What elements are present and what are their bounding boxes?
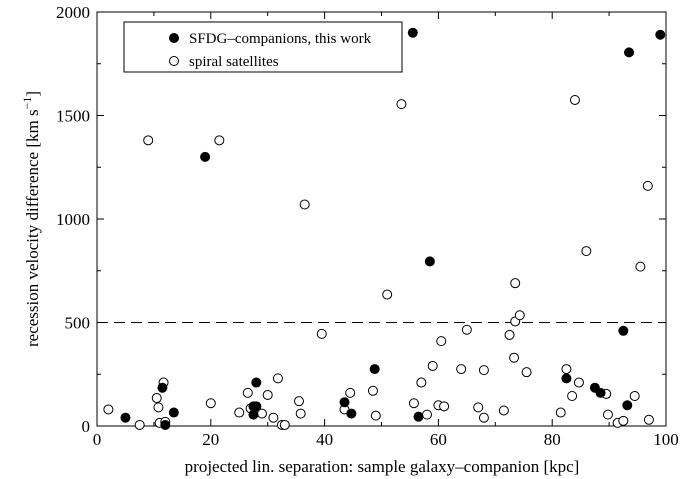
spiral-satellite-point <box>427 360 438 371</box>
sfdg-companion-point <box>248 409 259 420</box>
spiral-satellite-point <box>268 412 279 423</box>
spiral-satellite-point <box>618 415 629 426</box>
spiral-satellite-point <box>279 419 290 430</box>
spiral-satellite-point <box>367 385 378 396</box>
legend-marker-open <box>169 56 179 66</box>
y-axis-label-close: ] <box>23 91 42 97</box>
spiral-satellite-point <box>555 407 566 418</box>
x-tick-label: 60 <box>430 430 447 449</box>
sfdg-companion-point <box>624 47 635 58</box>
sfdg-companion-point <box>655 29 666 40</box>
spiral-satellite-point <box>509 352 520 363</box>
x-tick-label: 100 <box>653 430 679 449</box>
spiral-satellite-point <box>295 408 306 419</box>
sfdg-companion-point <box>346 408 357 419</box>
sfdg-companion-point <box>618 325 629 336</box>
sfdg-companion-point <box>160 419 171 430</box>
spiral-satellite-point <box>510 278 521 289</box>
sfdg-companion-point <box>595 387 606 398</box>
spiral-satellite-point <box>573 377 584 388</box>
y-tick-label: 0 <box>82 417 91 436</box>
spiral-satellite-point <box>561 364 572 375</box>
sfdg-companion-point <box>251 401 262 412</box>
sfdg-companion-point <box>561 373 572 384</box>
sfdg-companion-point <box>407 27 418 38</box>
spiral-satellite-point <box>316 328 327 339</box>
spiral-satellite-point <box>262 389 273 400</box>
x-axis-label: projected lin. separation: sample galaxy… <box>185 457 580 476</box>
x-tick-label: 40 <box>316 430 333 449</box>
legend: SFDG–companions, this work spiral satell… <box>123 21 403 73</box>
spiral-satellite-point <box>436 336 447 347</box>
spiral-satellite-point <box>153 402 164 413</box>
y-tick-label: 1500 <box>56 107 90 126</box>
spiral-satellite-point <box>103 404 114 415</box>
x-tick-label: 20 <box>202 430 219 449</box>
spiral-satellite-point <box>643 414 654 425</box>
spiral-satellite-point <box>629 390 640 401</box>
y-tick-label: 1000 <box>56 210 90 229</box>
y-axis-label-main: recession velocity difference [km s <box>23 109 42 347</box>
sfdg-companion-point <box>157 382 168 393</box>
spiral-satellite-point <box>396 99 407 110</box>
spiral-satellite-point <box>478 412 489 423</box>
sfdg-companion-point <box>424 256 435 267</box>
spiral-satellite-point <box>642 180 653 191</box>
spiral-satellite-point <box>134 419 145 430</box>
spiral-satellite-point <box>408 398 419 409</box>
sfdg-companion-point <box>413 411 424 422</box>
spiral-satellite-point <box>382 289 393 300</box>
spiral-satellite-point <box>205 398 216 409</box>
sfdg-companion-point <box>339 397 350 408</box>
spiral-satellite-point <box>416 377 427 388</box>
data-points <box>103 27 666 430</box>
spiral-satellite-point <box>581 246 592 257</box>
spiral-satellite-point <box>461 324 472 335</box>
spiral-satellite-point <box>473 402 484 413</box>
plot-frame <box>96 11 667 427</box>
y-tick-label: 500 <box>65 314 91 333</box>
sfdg-companion-point <box>369 364 380 375</box>
spiral-satellite-point <box>602 409 613 420</box>
spiral-satellite-point <box>456 364 467 375</box>
y-tick-label: 2000 <box>56 3 90 22</box>
axis-ticks <box>96 11 667 427</box>
spiral-satellite-point <box>478 365 489 376</box>
spiral-satellite-point <box>635 261 646 272</box>
spiral-satellite-point <box>151 393 162 404</box>
spiral-satellite-point <box>422 409 433 420</box>
x-tick-label: 80 <box>544 430 561 449</box>
legend-marker-filled <box>169 33 179 43</box>
spiral-satellite-point <box>242 387 253 398</box>
legend-label-sfdg: SFDG–companions, this work <box>189 31 372 47</box>
sfdg-companion-point <box>622 400 633 411</box>
sfdg-companion-point <box>168 407 179 418</box>
spiral-satellite-point <box>293 396 304 407</box>
spiral-satellite-point <box>345 387 356 398</box>
legend-label-spiral: spiral satellites <box>189 54 279 70</box>
spiral-satellite-point <box>569 94 580 105</box>
spiral-satellite-point <box>567 390 578 401</box>
spiral-satellite-point <box>439 401 450 412</box>
spiral-satellite-point <box>514 310 525 321</box>
y-axis-label: recession velocity difference [km s−1] <box>20 91 42 347</box>
sfdg-companion-point <box>200 151 211 162</box>
spiral-satellite-point <box>370 410 381 421</box>
y-axis-label-exponent: −1 <box>20 97 34 110</box>
spiral-satellite-point <box>272 373 283 384</box>
sfdg-companion-point <box>251 377 262 388</box>
x-tick-label: 0 <box>93 430 102 449</box>
spiral-satellite-point <box>214 135 225 146</box>
spiral-satellite-point <box>498 405 509 416</box>
spiral-satellite-point <box>299 199 310 210</box>
spiral-satellite-point <box>521 367 532 378</box>
spiral-satellite-point <box>143 135 154 146</box>
spiral-satellite-point <box>234 407 245 418</box>
sfdg-companion-point <box>120 412 131 423</box>
spiral-satellite-point <box>504 329 515 340</box>
